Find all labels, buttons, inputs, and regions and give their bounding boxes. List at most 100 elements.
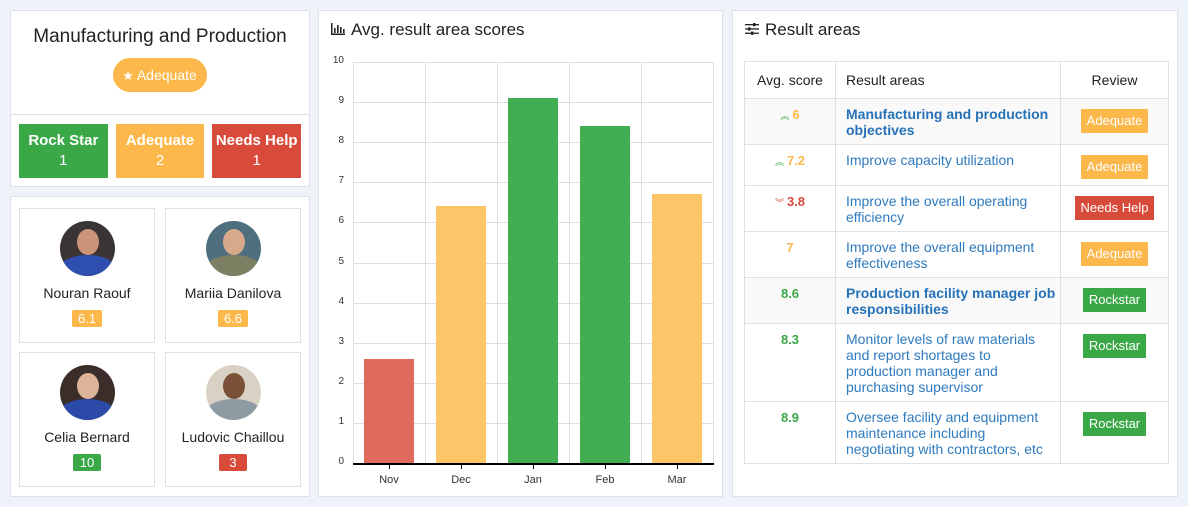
avg-score-cell: 8.6	[744, 277, 836, 324]
result-area-link[interactable]: Improve the overall operating efficiency	[835, 185, 1061, 232]
person-card[interactable]: Celia Bernard 10	[19, 352, 155, 487]
trend-up-icon: ︽	[780, 111, 790, 121]
gridline	[425, 62, 426, 464]
review-cell: Rockstar	[1060, 401, 1169, 464]
avg-score-value: 3.8	[786, 194, 806, 209]
person-score-badge: 6.6	[217, 310, 249, 327]
y-tick-label: 1	[338, 415, 344, 427]
count-rock-star[interactable]: Rock Star 1	[19, 124, 108, 178]
review-cell: Adequate	[1060, 231, 1169, 278]
x-tick-label: Jan	[524, 474, 542, 486]
gridline	[641, 62, 642, 464]
result-areas-title-text: Result areas	[765, 20, 861, 39]
department-summary-card: Manufacturing and Production ★ Adequate R…	[10, 10, 310, 187]
avg-score-cell: 8.3	[744, 323, 836, 402]
result-areas-table: Avg. score Result areas Review ︽ 6 Manufa…	[744, 61, 1169, 464]
bar-feb[interactable]	[580, 126, 630, 463]
avg-score-cell: ︽ 7.2	[744, 144, 836, 186]
person-score-badge: 10	[73, 454, 101, 471]
x-tick	[677, 464, 678, 469]
review-cell: Adequate	[1060, 144, 1169, 186]
person-name: Mariia Danilova	[184, 285, 282, 301]
x-tick	[605, 464, 606, 469]
table-row: ︾ 3.8 Improve the overall operating effic…	[744, 185, 1169, 232]
person-name: Nouran Raouf	[43, 285, 131, 301]
person-name: Ludovic Chaillou	[181, 429, 285, 445]
avg-score-value: 6	[792, 107, 800, 122]
avg-score-cell: 7	[744, 231, 836, 278]
chart-title: Avg. result area scores	[331, 20, 525, 40]
review-badge[interactable]: Adequate	[1080, 242, 1149, 266]
person-score-badge: 3	[219, 454, 247, 471]
x-tick	[389, 464, 390, 469]
bar-jan[interactable]	[508, 98, 558, 463]
x-tick-label: Feb	[595, 474, 615, 486]
chart-title-text: Avg. result area scores	[351, 20, 525, 39]
trend-up-icon: ︽	[774, 157, 784, 167]
column-header-review[interactable]: Review	[1060, 61, 1169, 99]
bar-dec[interactable]	[436, 206, 486, 463]
x-axis	[353, 463, 714, 465]
y-tick-label: 9	[338, 95, 344, 107]
avatar	[205, 365, 261, 420]
column-header-avg-score[interactable]: Avg. score	[744, 61, 836, 99]
count-label: Rock Star	[28, 132, 99, 149]
count-label: Needs Help	[215, 132, 298, 149]
avg-score-value: 7.2	[786, 153, 806, 168]
y-tick-label: 2	[338, 375, 344, 387]
y-tick-label: 3	[338, 335, 344, 347]
avg-score-value: 7	[786, 240, 794, 255]
bar-chart-icon	[331, 20, 345, 40]
count-label: Adequate	[125, 132, 195, 149]
y-tick-label: 10	[332, 55, 344, 66]
review-cell: Rockstar	[1060, 323, 1169, 402]
review-cell: Needs Help	[1060, 185, 1169, 232]
avg-score-cell: ︽ 6	[744, 98, 836, 145]
result-area-link[interactable]: Monitor levels of raw materials and repo…	[835, 323, 1061, 402]
count-value: 1	[59, 152, 68, 169]
review-badge[interactable]: Rockstar	[1082, 412, 1147, 436]
review-cell: Adequate	[1060, 98, 1169, 145]
person-card[interactable]: Nouran Raouf 6.1	[19, 208, 155, 343]
avg-score-cell: 8.9	[744, 401, 836, 464]
trend-down-icon: ︾	[774, 198, 784, 208]
x-tick	[533, 464, 534, 469]
bar-chart: 0 1 2 3 4 5 6 7 8 9 10 Nov Dec Jan Feb Mar	[319, 11, 724, 498]
review-badge[interactable]: Adequate	[1080, 155, 1149, 179]
department-status-label: Adequate	[136, 67, 197, 83]
result-area-link[interactable]: Improve capacity utilization	[835, 144, 1061, 186]
avg-score-value: 8.6	[780, 286, 800, 301]
result-area-link[interactable]: Manufacturing and production objectives	[835, 98, 1061, 145]
y-tick-label: 5	[338, 255, 344, 267]
review-badge[interactable]: Needs Help	[1074, 196, 1155, 220]
review-badge[interactable]: Rockstar	[1082, 334, 1147, 358]
table-row: 8.9 Oversee facility and equipment maint…	[744, 401, 1169, 464]
table-row: 8.6 Production facility manager job resp…	[744, 277, 1169, 324]
person-card[interactable]: Ludovic Chaillou 3	[165, 352, 301, 487]
review-badge[interactable]: Rockstar	[1082, 288, 1147, 312]
y-tick-label: 4	[338, 295, 344, 307]
count-adequate[interactable]: Adequate 2	[115, 124, 205, 178]
bar-mar[interactable]	[652, 194, 702, 463]
person-card[interactable]: Mariia Danilova 6.6	[165, 208, 301, 343]
result-areas-title: Result areas	[745, 20, 860, 40]
x-tick-label: Dec	[451, 474, 471, 486]
gridline	[353, 62, 354, 464]
result-area-link[interactable]: Improve the overall equipment effectiven…	[835, 231, 1061, 278]
review-badge[interactable]: Adequate	[1080, 109, 1149, 133]
result-area-link[interactable]: Production facility manager job responsi…	[835, 277, 1061, 324]
table-row: ︽ 7.2 Improve capacity utilization Adequa…	[744, 144, 1169, 186]
gridline	[497, 62, 498, 464]
sliders-icon	[745, 20, 759, 40]
rating-counts: Rock Star 1 Adequate 2 Needs Help 1	[11, 115, 309, 178]
count-needs-help[interactable]: Needs Help 1	[212, 124, 302, 178]
person-score-badge: 6.1	[71, 310, 103, 327]
x-tick-label: Mar	[667, 474, 687, 486]
bar-nov[interactable]	[364, 358, 414, 463]
result-area-link[interactable]: Oversee facility and equipment maintenan…	[835, 401, 1061, 464]
avatar	[59, 221, 115, 276]
department-status-badge: ★ Adequate	[113, 58, 207, 92]
gridline	[353, 62, 713, 63]
column-header-result-areas[interactable]: Result areas	[835, 61, 1061, 99]
count-value: 2	[155, 152, 165, 169]
